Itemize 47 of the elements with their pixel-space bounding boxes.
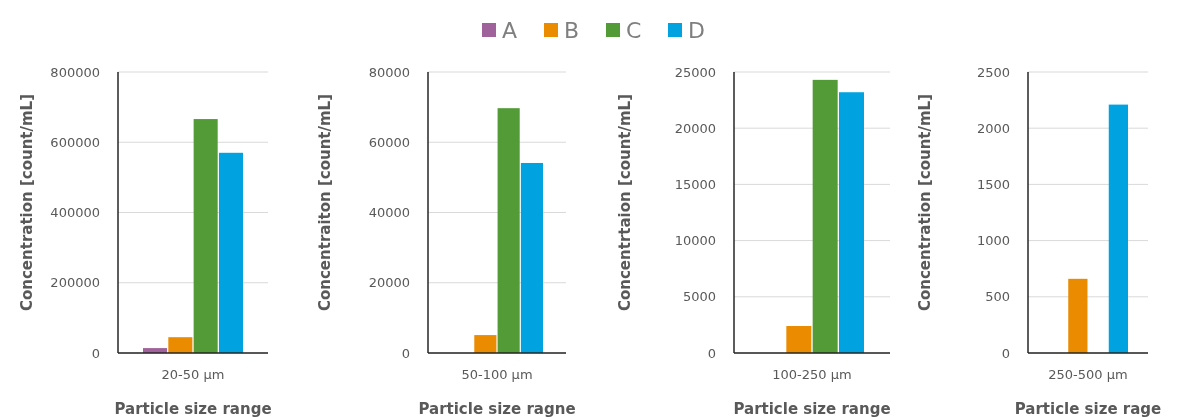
bar [193, 119, 218, 353]
x-tick-label: 20-50 µm [161, 367, 225, 382]
bar [474, 335, 497, 353]
y-tick-label: 800000 [50, 64, 100, 80]
x-axis-title: Particle size rage [1014, 400, 1162, 417]
y-tick-label: 500 [985, 289, 1010, 305]
y-tick-label: 60000 [368, 134, 410, 150]
y-tick-label: 5000 [682, 289, 716, 305]
legend-label: C [626, 17, 642, 43]
y-axis-title: Concentration [count/mL] [18, 93, 36, 312]
y-axis-title: Concentrtaion [count/mL] [616, 93, 634, 312]
y-tick-label: 1500 [976, 176, 1010, 192]
bar [497, 108, 520, 353]
legend-label: B [564, 17, 580, 43]
y-tick-label: 15000 [674, 176, 716, 192]
y-tick-label: 25000 [674, 64, 716, 80]
y-tick-label: 0 [91, 345, 100, 361]
x-axis-title: Particle size range [114, 400, 272, 417]
x-tick-label: 50-100 µm [461, 367, 533, 382]
y-tick-label: 10000 [674, 233, 716, 249]
bar [838, 92, 864, 353]
y-tick-label: 200000 [50, 275, 100, 291]
y-tick-label: 2500 [976, 64, 1010, 80]
x-axis-title: Particle size range [733, 400, 891, 417]
bar [786, 326, 812, 353]
y-tick-label: 2000 [976, 120, 1010, 136]
y-tick-label: 40000 [368, 205, 410, 221]
legend-label: A [502, 17, 518, 43]
x-tick-label: 100-250 µm [772, 367, 852, 382]
bar [812, 79, 838, 353]
y-tick-label: 0 [707, 345, 716, 361]
y-tick-label: 600000 [50, 134, 100, 150]
y-tick-label: 1000 [976, 233, 1010, 249]
bar [168, 337, 193, 353]
bar [218, 152, 243, 353]
y-tick-label: 80000 [368, 64, 410, 80]
y-tick-label: 0 [401, 345, 410, 361]
y-tick-label: 20000 [368, 275, 410, 291]
y-tick-label: 0 [1001, 345, 1010, 361]
y-axis-title: Concentraiton [count/mL] [316, 93, 334, 312]
x-tick-label: 250-500 µm [1048, 367, 1128, 382]
legend-label: D [688, 17, 705, 43]
y-tick-label: 400000 [50, 205, 100, 221]
bar [520, 162, 543, 353]
y-axis-title: Concentration [count/mL] [916, 93, 934, 312]
y-tick-label: 20000 [674, 120, 716, 136]
x-axis-title: Particle size ragne [418, 400, 576, 417]
